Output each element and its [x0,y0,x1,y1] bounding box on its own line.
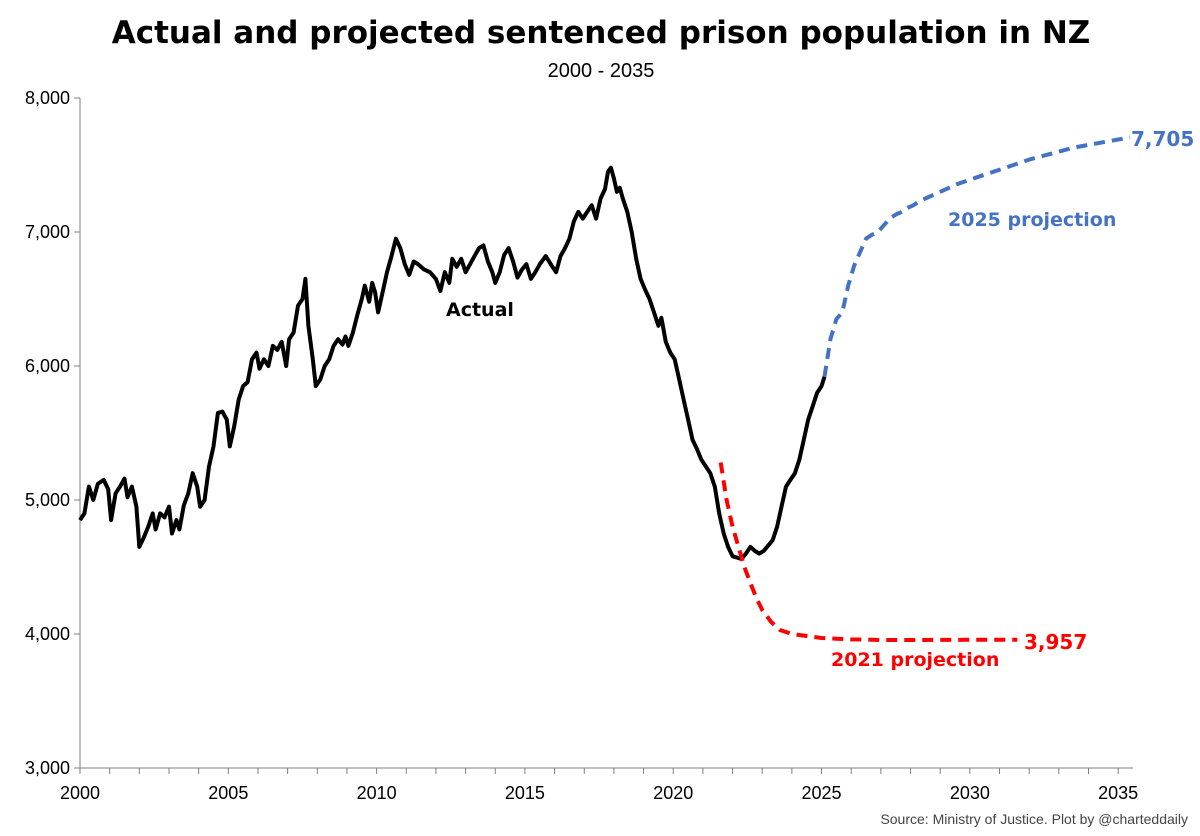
projection-2021-line [718,462,1018,642]
x-tick-label: 2005 [208,783,248,803]
projection-2025-label: 2025 projection [948,209,1116,231]
x-tick-label: 2000 [60,783,100,803]
y-tick-label: 7,000 [25,222,70,242]
chart-title: Actual and projected sentenced prison po… [112,15,1091,51]
actual-series-label: Actual [446,299,514,321]
x-axis: 2000 2005 2010 2015 2020 2025 2030 2035 [60,767,1138,803]
source-note: Source: Ministry of Justice. Plot by @ch… [880,811,1188,827]
y-tick-label: 8,000 [25,88,70,108]
projection-2021-end-value: 3,957 [1024,630,1087,654]
x-tick-label: 2010 [357,783,397,803]
x-tick-label: 2025 [802,783,842,803]
x-tick-label: 2020 [653,783,693,803]
y-axis: 3,000 4,000 5,000 6,000 7,000 8,000 [25,88,81,778]
y-tick-label: 5,000 [25,490,70,510]
chart-subtitle: 2000 - 2035 [548,60,655,82]
y-tick-label: 6,000 [25,356,70,376]
x-tick-label: 2030 [950,783,990,803]
actual-line [78,165,827,561]
x-tick-label: 2015 [505,783,545,803]
y-tick-label: 4,000 [25,624,70,644]
y-tick-label: 3,000 [25,758,70,778]
projection-2025-line [822,135,1131,378]
projection-2021-label: 2021 projection [831,649,999,671]
series-layer [78,135,1131,642]
projection-2025-end-value: 7,705 [1131,127,1194,151]
x-tick-label: 2035 [1098,783,1138,803]
